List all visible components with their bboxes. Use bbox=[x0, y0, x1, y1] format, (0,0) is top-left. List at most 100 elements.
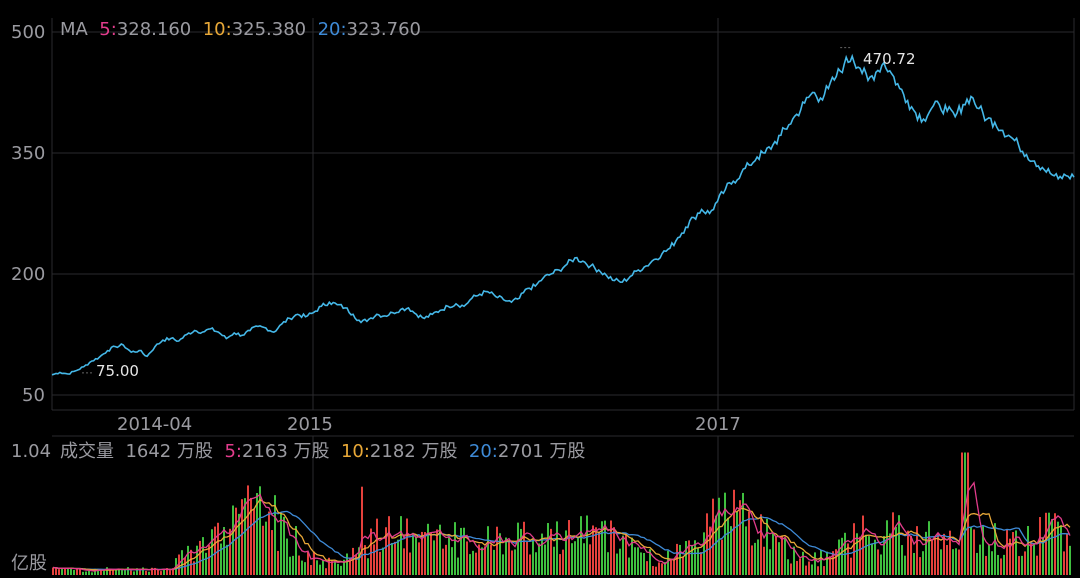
volume-bar bbox=[1054, 513, 1056, 575]
volume-bar bbox=[661, 563, 663, 575]
volume-bar bbox=[322, 560, 324, 575]
volume-bar bbox=[889, 533, 891, 575]
volume-bar bbox=[547, 523, 549, 575]
volume-bar bbox=[793, 546, 795, 575]
volume-bar bbox=[553, 546, 555, 575]
volume-bar bbox=[457, 557, 459, 575]
volume-bar bbox=[145, 570, 147, 575]
volume-bar bbox=[178, 554, 180, 575]
volume-bar bbox=[874, 539, 876, 575]
volume-bar bbox=[523, 521, 525, 575]
volume-bar bbox=[676, 543, 678, 575]
volume-bar bbox=[280, 512, 282, 575]
volume-bar bbox=[595, 527, 597, 575]
price-legend: MA 5:328.160 10:325.380 20:323.760 bbox=[60, 19, 421, 40]
volume-ma10-line bbox=[52, 498, 1071, 571]
volume-bar bbox=[847, 543, 849, 575]
volume-bar bbox=[169, 570, 171, 575]
volume-bar bbox=[301, 560, 303, 575]
volume-bar bbox=[811, 564, 813, 575]
volume-bar bbox=[886, 520, 888, 575]
volume-bar bbox=[856, 533, 858, 575]
volume-bar bbox=[748, 511, 750, 575]
volume-bar bbox=[211, 529, 213, 575]
volume-bar bbox=[952, 549, 954, 575]
volume-bar bbox=[502, 554, 504, 575]
volume-bar bbox=[739, 500, 741, 575]
volume-bar bbox=[574, 541, 576, 575]
volume-bar bbox=[820, 550, 822, 575]
volume-bar bbox=[382, 547, 384, 575]
volume-bar bbox=[1057, 521, 1059, 575]
volume-bar bbox=[316, 560, 318, 575]
volume-bar bbox=[259, 486, 261, 575]
volume-bar bbox=[559, 554, 561, 575]
volume-bar bbox=[979, 544, 981, 575]
volume-bar bbox=[208, 545, 210, 575]
volume-bar bbox=[235, 507, 237, 575]
volume-bar bbox=[577, 538, 579, 575]
volume-bar bbox=[652, 566, 654, 575]
volume-bar bbox=[100, 570, 102, 575]
volume-bar bbox=[76, 568, 78, 575]
volume-bar bbox=[268, 511, 270, 575]
volume-bar bbox=[781, 536, 783, 575]
volume-bar bbox=[85, 571, 87, 575]
volume-bar bbox=[763, 546, 765, 575]
volume-bar bbox=[1051, 519, 1053, 575]
volume-bar bbox=[997, 554, 999, 575]
volume-bar bbox=[754, 542, 756, 575]
volume-bar bbox=[823, 566, 825, 575]
volume-bar bbox=[220, 543, 222, 575]
volume-bar bbox=[1024, 551, 1026, 575]
volume-bar bbox=[529, 554, 531, 575]
volume-bar bbox=[451, 547, 453, 575]
volume-bar bbox=[550, 528, 552, 575]
volume-bar bbox=[991, 551, 993, 575]
volume-bar bbox=[937, 533, 939, 575]
high-label: 470.72 bbox=[863, 50, 916, 68]
y-tick-50: 50 bbox=[22, 385, 45, 406]
volume-bar bbox=[358, 547, 360, 575]
vol-ma5-key: 5: bbox=[224, 441, 242, 462]
volume-bar bbox=[289, 556, 291, 575]
volume-bar bbox=[493, 549, 495, 575]
volume-ma-lines bbox=[52, 481, 1071, 572]
volume-bar bbox=[133, 571, 135, 575]
volume-bar bbox=[613, 527, 615, 575]
volume-bar bbox=[928, 521, 930, 575]
volume-bar bbox=[673, 560, 675, 575]
volume-bar bbox=[967, 452, 969, 575]
volume-bar bbox=[601, 521, 603, 575]
volume-bar bbox=[1060, 525, 1062, 575]
volume-bar bbox=[634, 547, 636, 575]
volume-bar bbox=[883, 535, 885, 575]
volume-bar bbox=[154, 567, 156, 575]
volume-bar bbox=[346, 553, 348, 575]
volume-bar bbox=[439, 524, 441, 575]
volume-bar bbox=[835, 549, 837, 575]
volume-bar bbox=[157, 569, 159, 575]
volume-bar bbox=[901, 545, 903, 575]
volume-bar bbox=[361, 486, 363, 575]
volume-bar bbox=[670, 558, 672, 575]
volume-bar bbox=[643, 553, 645, 575]
volume-legend: 成交量 1642 万股 5:2163 万股 10:2182 万股 20:2701… bbox=[60, 437, 585, 463]
volume-bar bbox=[637, 547, 639, 575]
volume-bar bbox=[649, 549, 651, 575]
volume-bar bbox=[379, 551, 381, 575]
volume-bar bbox=[418, 542, 420, 575]
volume-bar bbox=[532, 538, 534, 575]
volume-bar bbox=[1069, 545, 1071, 575]
volume-y-top: 1.04 bbox=[11, 441, 52, 462]
volume-bar bbox=[202, 537, 204, 575]
volume-bar bbox=[427, 523, 429, 575]
volume-bar bbox=[499, 533, 501, 575]
volume-bar bbox=[193, 561, 195, 575]
volume-bar bbox=[853, 523, 855, 575]
volume-bar bbox=[715, 515, 717, 575]
volume-bar bbox=[118, 568, 120, 575]
volume-bar bbox=[544, 544, 546, 575]
volume-bar bbox=[91, 572, 93, 575]
volume-bar bbox=[319, 564, 321, 575]
